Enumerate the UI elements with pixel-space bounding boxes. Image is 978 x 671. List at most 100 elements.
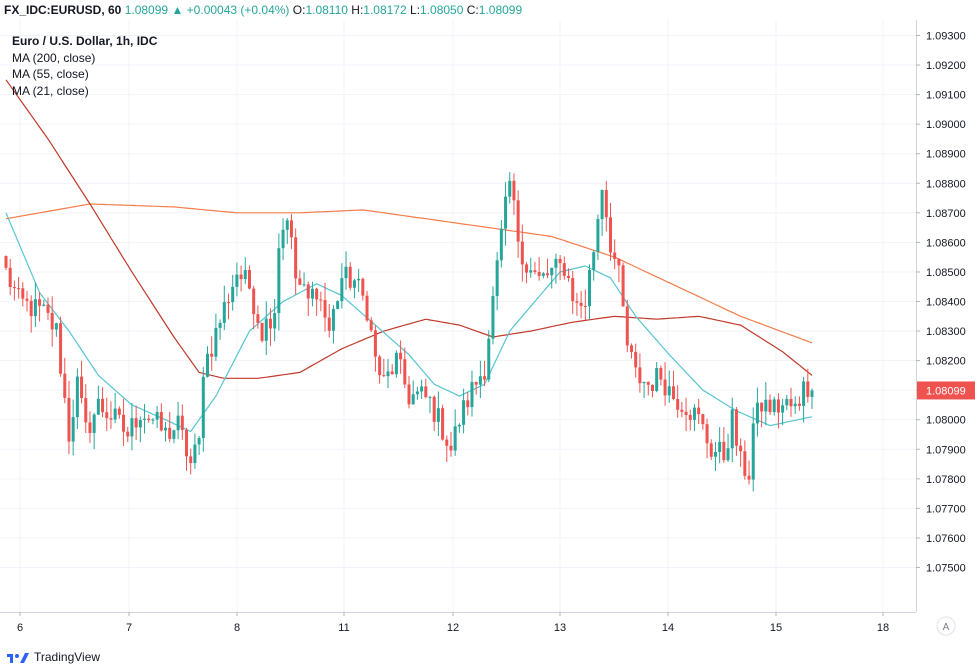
time-axis[interactable]: 6 7 8 11 12 13 14 15 18 [0, 612, 916, 634]
candle-body [403, 359, 407, 385]
candle-body [155, 412, 159, 420]
price-tick-label: 1.08500 [926, 267, 966, 279]
candle-body [201, 376, 205, 439]
time-tick-label: 6 [17, 622, 23, 634]
candle-body [390, 371, 394, 375]
candle-body [537, 271, 541, 276]
candle-body [394, 352, 398, 375]
candle-body [25, 298, 29, 301]
candle-body [684, 411, 688, 415]
candle-body [294, 237, 298, 279]
candle-body [424, 386, 428, 398]
ma-21-line [5, 212, 813, 433]
candle-body [508, 180, 512, 197]
last-price-tag-label: 1.08099 [926, 385, 966, 397]
candle-body [63, 373, 67, 398]
candle-body [575, 301, 579, 303]
candle-body [302, 284, 306, 286]
candle-body [512, 180, 516, 201]
price-tick-label: 1.08000 [926, 415, 966, 427]
candle-body [600, 190, 604, 220]
change-arrow-icon: ▲ [171, 3, 184, 17]
candle-body [650, 384, 654, 391]
candle-body [306, 284, 310, 299]
candle-body [189, 456, 193, 464]
close-value: 1.08099 [478, 3, 523, 17]
candle-body [525, 264, 529, 273]
candle-body [130, 418, 134, 437]
candle-body [407, 384, 411, 405]
candle-body [722, 441, 726, 461]
legend-ma200[interactable]: MA (200, close) [12, 50, 96, 65]
candle-body [642, 381, 646, 384]
candle-body [231, 286, 235, 303]
price-tick-label: 1.07700 [926, 503, 966, 515]
candle-body [432, 396, 436, 422]
candle-body [80, 376, 84, 399]
candle-body [206, 353, 209, 377]
candle-body [264, 318, 268, 341]
time-tick-label: 11 [338, 622, 349, 634]
candle-body [348, 266, 352, 288]
candle-body [243, 269, 247, 280]
candle-body [399, 352, 403, 360]
candle-body [436, 408, 440, 422]
candle-body [495, 260, 499, 296]
chart-legend: Euro / U.S. Dollar, 1h, IDC MA (200, clo… [12, 33, 157, 99]
symbol-label[interactable]: FX_IDC:EURUSD, 60 [4, 3, 122, 17]
chart-header: FX_IDC:EURUSD, 60 1.08099 ▲ +0.00043 (+0… [4, 3, 522, 17]
candle-body [520, 241, 524, 265]
candle-body [17, 288, 21, 290]
ma-55-line [5, 79, 813, 379]
candle-body [176, 415, 180, 431]
tradingview-brand: TradingView [34, 650, 101, 664]
candle-body [373, 330, 377, 357]
candle-body [214, 327, 218, 357]
candle-body [92, 414, 96, 434]
candle-body [604, 190, 608, 218]
candle-body [369, 320, 373, 331]
last-price-tag: 1.08099 [917, 381, 975, 400]
candle-body [126, 431, 130, 437]
candle-body [88, 422, 92, 434]
candle-body [336, 301, 340, 309]
candle-body [638, 367, 642, 384]
candle-body [789, 398, 793, 407]
legend-title[interactable]: Euro / U.S. Dollar, 1h, IDC [12, 34, 158, 48]
candle-body [222, 302, 226, 323]
candle-body [352, 280, 356, 288]
auto-scale-button[interactable]: A [936, 616, 956, 636]
candle-body [810, 390, 814, 397]
candle-body [713, 452, 717, 457]
candle-body [180, 415, 184, 430]
candle-body [449, 445, 453, 451]
tradingview-footer[interactable]: TradingView [6, 650, 100, 664]
candle-body [785, 398, 789, 406]
price-tick-label: 1.08800 [926, 178, 966, 190]
legend-ma55[interactable]: MA (55, close) [12, 67, 89, 81]
moving-averages [5, 79, 813, 433]
candle-body [583, 305, 587, 307]
low-label: L: [410, 3, 421, 17]
candle-body [806, 381, 810, 397]
candle-body [617, 258, 621, 266]
candle-body [655, 368, 659, 391]
candle-body [663, 379, 667, 396]
candle-body [441, 408, 445, 440]
price-tick-label: 1.07800 [926, 474, 966, 486]
last-price: 1.08099 [124, 3, 169, 17]
candle-body [596, 219, 600, 253]
candle-body [109, 418, 113, 420]
high-value: 1.08172 [363, 3, 407, 17]
candle-body [67, 397, 71, 442]
candle-body [730, 409, 734, 449]
candle-body [415, 391, 419, 395]
legend-ma21[interactable]: MA (21, close) [12, 83, 89, 98]
candle-body [113, 408, 117, 420]
candle-body [281, 229, 285, 249]
candle-body [411, 394, 415, 405]
candle-body [671, 386, 675, 399]
candle-body [772, 399, 776, 413]
price-axis[interactable]: 1.07500 1.07600 1.07700 1.07800 1.07900 1.080… [916, 20, 978, 632]
